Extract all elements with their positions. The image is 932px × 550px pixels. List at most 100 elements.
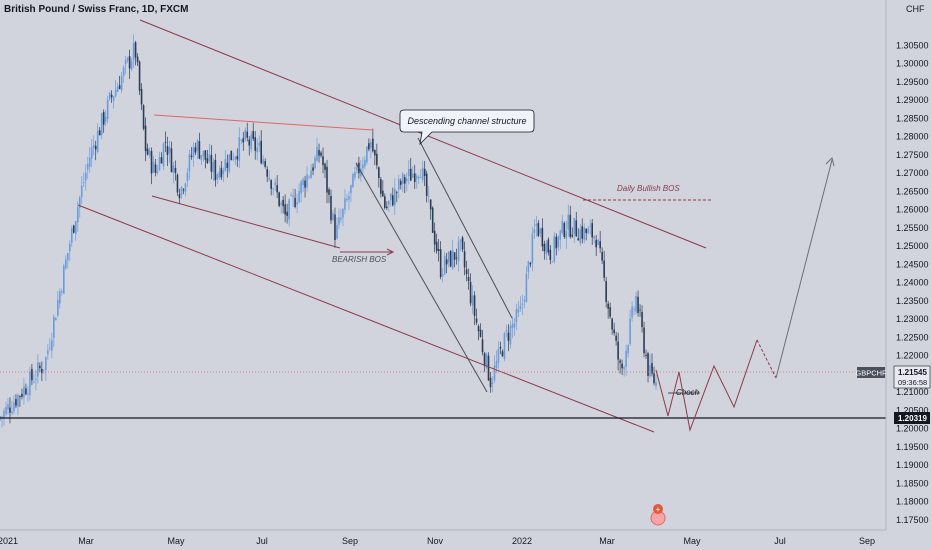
candle-body [55, 317, 57, 321]
projection-path [655, 339, 758, 432]
candle-body [399, 180, 402, 185]
chart-title: British Pound / Swiss Franc, 1D, FXCM [4, 4, 188, 15]
candle-body [479, 329, 482, 337]
candle-body [286, 211, 288, 216]
candle-body [425, 173, 428, 196]
candle-body [198, 141, 201, 159]
candle-body [70, 228, 73, 243]
level-tag-bg [894, 412, 930, 424]
candle-body [284, 204, 286, 215]
candle-body [114, 89, 117, 97]
candle-body [212, 162, 215, 173]
candle-body [260, 140, 263, 164]
candle-body [78, 197, 81, 208]
candle-body [108, 92, 111, 100]
price-tick-label: 1.20500 [896, 405, 929, 415]
time-tick-label: Sep [342, 536, 358, 546]
candle-body [228, 154, 231, 172]
candle-body [555, 236, 558, 249]
candle-body [372, 138, 374, 152]
candle-body [631, 306, 633, 318]
candle-body [264, 161, 266, 167]
candle-body [192, 147, 195, 158]
candle-body [593, 236, 595, 239]
candle-body [581, 226, 584, 239]
candle-body [527, 261, 530, 273]
candle-body [445, 259, 448, 265]
candle-body [503, 332, 506, 360]
candle-body [272, 188, 274, 190]
time-axis[interactable]: 2021 Mar May Jul Sep Nov 2022 Mar May Jul Sep [0, 529, 886, 546]
candle-body [162, 143, 165, 167]
candle-body [104, 116, 107, 122]
price-axis[interactable]: 1.30500 1.30000 1.29500 1.29000 1.28500 1.280… [885, 0, 929, 530]
candle-body [296, 202, 298, 205]
candle-body [320, 152, 322, 156]
candle-body [59, 291, 61, 304]
candle-body [609, 307, 611, 317]
candle-body [218, 171, 221, 178]
candle-body [591, 223, 593, 238]
candle-body [102, 112, 105, 125]
candle-body [258, 142, 261, 146]
candle-body [499, 346, 502, 349]
price-tick-label: 1.26000 [896, 205, 929, 215]
candle-body [421, 167, 424, 181]
candle-body [447, 251, 450, 263]
candle-body [150, 151, 153, 174]
candle-body [417, 176, 420, 179]
candle-body [63, 265, 65, 294]
candle-body [382, 190, 384, 197]
candle-body [41, 368, 43, 374]
candle-body [559, 230, 562, 240]
candle-body [186, 172, 189, 182]
candle-body [246, 131, 249, 138]
candle-body [611, 318, 613, 330]
candle-body [122, 67, 125, 76]
candle-body [204, 150, 207, 160]
candle-body [334, 214, 336, 241]
candle-body [547, 239, 550, 253]
candle-body [557, 236, 560, 248]
candle-body [507, 332, 510, 341]
candle-body [29, 371, 31, 396]
candle-body [116, 86, 119, 92]
candle-body [236, 156, 239, 160]
candle-body [206, 158, 209, 164]
candle-body [431, 207, 434, 233]
candle-body [653, 373, 655, 384]
price-tick-label: 1.30500 [896, 40, 929, 50]
candle-body [477, 326, 480, 332]
candle-body [419, 176, 422, 179]
candle-body [27, 393, 29, 395]
price-tick-label: 1.21000 [896, 387, 929, 397]
candle-body [366, 146, 368, 163]
candle-body [31, 368, 33, 381]
candle-body [316, 147, 318, 161]
candle-body [465, 269, 468, 275]
candle-body [362, 164, 364, 169]
candle-body [164, 142, 167, 143]
candle-body [473, 295, 476, 316]
channel-callout: Descending channel structure [399, 109, 535, 146]
candle-body [66, 252, 69, 261]
candle-body [194, 147, 197, 153]
candle-body [298, 190, 300, 203]
candle-body [154, 164, 157, 173]
candle-body [441, 273, 444, 277]
candle-body [82, 182, 85, 183]
candle-body [449, 251, 452, 267]
time-tick-label: 2021 [0, 536, 18, 546]
candle-body [190, 155, 193, 157]
wedge-lower-line [151, 195, 341, 249]
candle-body [407, 168, 410, 177]
plot-area[interactable]: Daily Bullish BOS BEARISH BOS Descending… [0, 19, 886, 526]
candle-body [262, 159, 264, 164]
candle-body [585, 228, 588, 234]
candle-body [248, 139, 251, 146]
candle-body [437, 249, 440, 251]
candle-body [43, 369, 45, 371]
candle-body [435, 241, 438, 251]
economic-event-icon[interactable]: + [650, 504, 666, 526]
